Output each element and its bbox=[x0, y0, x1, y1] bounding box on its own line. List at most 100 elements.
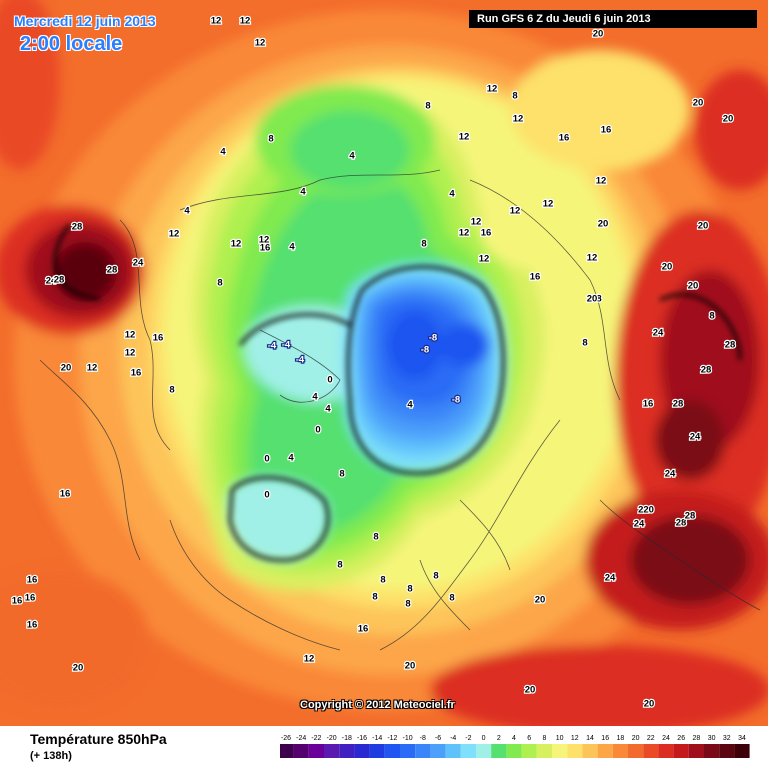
isotherm-label: 8 bbox=[582, 338, 587, 349]
isotherm-label: 28 bbox=[673, 399, 684, 410]
isotherm-label: 8 bbox=[217, 278, 222, 289]
isotherm-label: 0 bbox=[315, 425, 320, 436]
isotherm-label: -4 bbox=[296, 355, 305, 366]
legend-swatch bbox=[324, 744, 340, 758]
legend-tick: 28 bbox=[693, 735, 701, 742]
isotherm-label: 16 bbox=[530, 272, 541, 283]
legend-swatch bbox=[280, 744, 294, 758]
legend-tick: 12 bbox=[571, 735, 579, 742]
isotherm-label: 4 bbox=[449, 189, 455, 200]
legend-swatch bbox=[567, 744, 583, 758]
isotherm-label: 8 bbox=[405, 599, 410, 610]
isotherm-label: 4 bbox=[220, 147, 226, 158]
legend-tick: 18 bbox=[617, 735, 625, 742]
isotherm-label: 8 bbox=[380, 575, 385, 586]
legend-swatch bbox=[506, 744, 522, 758]
run-info: Run GFS 6 Z du Jeudi 6 juin 2013 bbox=[469, 10, 757, 28]
legend-swatch bbox=[704, 744, 720, 758]
legend-tick: -10 bbox=[403, 735, 413, 742]
isotherm-label: -8 bbox=[429, 333, 437, 344]
copyright: Copyright © 2012 Meteociel.fr bbox=[300, 699, 455, 711]
color-legend: -26 -24 -22 -20 -18 -16 -14 -12 -10 -8 -6 -4 -2 0 2 4 6 8… bbox=[280, 735, 750, 758]
isotherm-label: 0 bbox=[327, 375, 332, 386]
forecast-date: Mercredi 12 juin 2013 bbox=[14, 13, 156, 29]
legend-swatch bbox=[536, 744, 552, 758]
isotherm-label: 8 bbox=[372, 592, 377, 603]
legend-swatch bbox=[445, 744, 461, 758]
legend-tick: -8 bbox=[420, 735, 426, 742]
legend-swatch bbox=[491, 744, 507, 758]
legend-swatch bbox=[552, 744, 568, 758]
isotherm-label: 12 bbox=[231, 239, 242, 250]
isotherm-label: 12 bbox=[513, 114, 524, 125]
legend-swatch bbox=[460, 744, 476, 758]
isotherm-label: 12 bbox=[87, 363, 98, 374]
isotherm-label: -4 bbox=[268, 341, 277, 352]
legend-tick: -26 bbox=[281, 735, 291, 742]
legend-swatch bbox=[612, 744, 628, 758]
isotherm-label: 24 bbox=[665, 469, 676, 480]
isotherm-label: 12 bbox=[459, 228, 470, 239]
isotherm-label: 24 bbox=[634, 519, 645, 530]
isotherm-label: 28 bbox=[725, 340, 736, 351]
legend-swatch bbox=[293, 744, 309, 758]
isotherm-label: -4 bbox=[282, 340, 291, 351]
isotherm-label: -8 bbox=[452, 395, 460, 406]
legend-swatch bbox=[430, 744, 446, 758]
isotherm-label: 20 bbox=[593, 29, 604, 40]
legend-swatch bbox=[643, 744, 659, 758]
isotherm-label: 20 bbox=[535, 595, 546, 606]
isotherm-label: 12 bbox=[587, 253, 598, 264]
isotherm-label: 8 bbox=[433, 571, 438, 582]
isotherm-label: 16 bbox=[12, 596, 23, 607]
isotherm-label: 0 bbox=[264, 454, 269, 465]
isotherm-label: 16 bbox=[25, 593, 36, 604]
isotherm-label: 28 bbox=[676, 518, 687, 529]
isotherm-label: 8 bbox=[421, 239, 426, 250]
isotherm-label: 12 bbox=[125, 348, 136, 359]
legend-tick: -2 bbox=[465, 735, 471, 742]
legend-tick: 34 bbox=[738, 735, 746, 742]
isotherm-label: 12 bbox=[471, 217, 482, 228]
legend-swatch bbox=[673, 744, 689, 758]
isotherm-label: 12 bbox=[125, 330, 136, 341]
isotherm-label: 12 bbox=[596, 176, 607, 187]
isotherm-label: 20 bbox=[693, 98, 704, 109]
legend-swatch bbox=[521, 744, 537, 758]
isotherm-label: 12 bbox=[255, 38, 266, 49]
legend-swatch bbox=[369, 744, 385, 758]
legend-tick: 10 bbox=[556, 735, 564, 742]
legend-tick: 8 bbox=[542, 735, 546, 742]
isotherm-label: 16 bbox=[60, 489, 71, 500]
legend-tick: 4 bbox=[512, 735, 516, 742]
isotherm-label: 24 bbox=[46, 276, 57, 287]
isotherm-label: 16 bbox=[153, 333, 164, 344]
isotherm-label: 12 bbox=[543, 199, 554, 210]
legend-swatch bbox=[719, 744, 735, 758]
isotherm-label: 28 bbox=[685, 511, 696, 522]
isotherm-label: 20 bbox=[698, 221, 709, 232]
isotherm-label: 8 bbox=[339, 469, 344, 480]
isotherm-label: 4 bbox=[349, 151, 355, 162]
isotherm-label: 20 bbox=[644, 699, 655, 710]
isotherm-label: 20 bbox=[73, 663, 84, 674]
isotherm-label: 8 bbox=[512, 91, 517, 102]
isotherm-label: 24 bbox=[653, 328, 664, 339]
legend-swatch bbox=[308, 744, 324, 758]
isotherm-label: 4 bbox=[300, 187, 306, 198]
legend-swatch bbox=[658, 744, 674, 758]
isotherm-label: 8 bbox=[425, 101, 430, 112]
isotherm-label: 220 bbox=[638, 505, 654, 516]
isotherm-label: 16 bbox=[131, 368, 142, 379]
legend-tick: -4 bbox=[450, 735, 456, 742]
isotherm-label: 12 bbox=[259, 235, 270, 246]
isotherm-label: 16 bbox=[643, 399, 654, 410]
isotherm-label: 20 bbox=[662, 262, 673, 273]
isotherm-label: 4 bbox=[407, 400, 413, 411]
legend-tick: 2 bbox=[497, 735, 501, 742]
isotherm-label: 8 bbox=[337, 560, 342, 571]
isotherm-label: 8 bbox=[449, 593, 454, 604]
isotherm-label: 12 bbox=[240, 16, 251, 27]
isotherm-label: 4 bbox=[312, 392, 318, 403]
legend-swatch bbox=[384, 744, 400, 758]
